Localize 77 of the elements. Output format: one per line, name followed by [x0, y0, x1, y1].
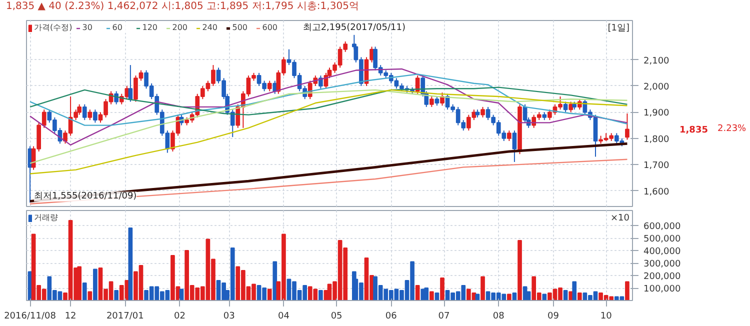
bar — [507, 294, 512, 300]
bar — [88, 291, 92, 300]
candlestick — [434, 96, 440, 106]
candlestick — [415, 75, 420, 94]
x-tick-label: 02 — [174, 312, 186, 322]
legend-label: 200 — [172, 23, 189, 32]
bar — [82, 282, 87, 300]
candlestick — [480, 106, 485, 118]
legend-label: 600 — [262, 23, 279, 32]
y-tick-label: 1,800 — [644, 134, 670, 145]
x-tick-label: 12 — [64, 312, 76, 322]
legend-label: 120 — [142, 23, 159, 32]
bar — [625, 281, 630, 300]
candlestick — [512, 130, 517, 162]
y-tick-label: 100,000 — [644, 284, 681, 294]
y-tick-label: 500,000 — [644, 234, 681, 244]
line-series — [29, 86, 628, 116]
candlestick — [88, 109, 92, 121]
bar — [318, 290, 323, 300]
x-tick-label: 06 — [385, 312, 398, 322]
bar — [572, 281, 577, 300]
bar — [577, 292, 582, 300]
x-tick-label: 04 — [278, 312, 290, 322]
candlestick — [82, 104, 87, 121]
annotation: ×10 — [610, 214, 630, 224]
annotation: 최고2,195(2017/05/11) — [302, 22, 406, 33]
bar — [128, 228, 133, 300]
legend-label: 거래량 — [34, 212, 58, 223]
x-tick-label: 10 — [600, 312, 612, 322]
y-tick-label: 1,600 — [644, 187, 670, 198]
bar — [542, 294, 547, 300]
text: 2.23% — [718, 124, 747, 134]
candlestick — [267, 80, 272, 92]
y-tick-label: 200,000 — [644, 272, 681, 282]
bar — [424, 288, 429, 300]
bar — [267, 288, 272, 300]
bar — [114, 290, 119, 300]
bar — [430, 291, 434, 300]
legend-label: 30 — [82, 23, 94, 32]
candlestick — [625, 113, 630, 140]
bar — [272, 261, 278, 300]
y-tick-label: 2,000 — [644, 82, 670, 92]
bar — [480, 276, 485, 300]
x-tick-label: 03 — [223, 312, 235, 322]
x-tick-label: 05 — [330, 312, 342, 322]
x-tick-label: 09 — [548, 312, 560, 322]
bar — [440, 278, 444, 300]
bar — [93, 268, 98, 300]
bar — [518, 240, 522, 300]
line-series — [29, 158, 628, 204]
candlestick — [430, 96, 434, 108]
text: 1,835 — [680, 126, 708, 136]
line-series — [29, 68, 628, 146]
candlestick — [42, 109, 46, 128]
y-tick-label: 1,700 — [644, 161, 670, 172]
legend-label: 240 — [202, 23, 219, 32]
candlestick — [568, 101, 574, 113]
bar — [415, 285, 420, 300]
candlestick — [507, 130, 512, 142]
y-tick-label: 300,000 — [644, 260, 681, 270]
chart-title: 1,835 ▲ 40 (2.23%) 1,462,072 시:1,805 고:1,895 저:1,795 시총:1,305억 — [6, 0, 359, 14]
legend-label: 60 — [112, 23, 124, 32]
chart-subtitle: [1일] — [608, 24, 630, 34]
candlestick — [93, 109, 98, 124]
x-tick-label: 2017/01 — [106, 312, 144, 322]
y-tick-label: 400,000 — [644, 247, 681, 257]
y-tick-label: 600,000 — [644, 222, 681, 232]
annotation: 최저1,555(2016/11/09) — [34, 192, 137, 202]
y-tick-label: 1,900 — [644, 108, 670, 119]
y-tick-label: 2,100 — [644, 56, 670, 66]
bar — [77, 266, 82, 300]
x-tick-label: 08 — [492, 312, 505, 322]
x-tick-label: 07 — [438, 312, 450, 322]
legend-label: 500 — [232, 23, 249, 32]
candlestick — [563, 101, 568, 113]
x-tick-label: 2016/11/08 — [4, 312, 56, 322]
legend-label: 가격(수정) — [34, 22, 72, 33]
